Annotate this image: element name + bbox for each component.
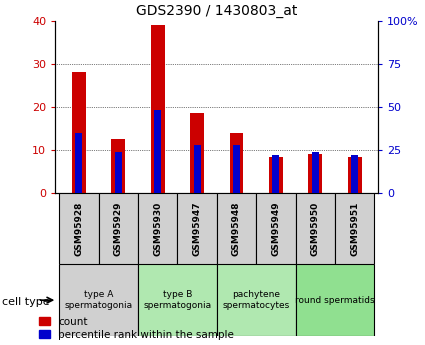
Text: GSM95947: GSM95947: [193, 201, 201, 256]
Text: type A
spermatogonia: type A spermatogonia: [65, 290, 133, 310]
Bar: [269, 157, 283, 193]
Bar: [138, 264, 217, 336]
Legend: count, percentile rank within the sample: count, percentile rank within the sample: [39, 317, 234, 340]
Bar: [75, 133, 82, 193]
Bar: [111, 139, 125, 193]
Bar: [217, 264, 295, 336]
Bar: [115, 152, 122, 193]
Text: GSM95948: GSM95948: [232, 201, 241, 256]
Bar: [72, 72, 86, 193]
Bar: [151, 25, 164, 193]
Bar: [256, 193, 295, 264]
Bar: [312, 152, 319, 193]
Text: pachytene
spermatocytes: pachytene spermatocytes: [223, 290, 290, 310]
Text: GSM95951: GSM95951: [350, 201, 359, 256]
Bar: [295, 193, 335, 264]
Text: GSM95950: GSM95950: [311, 201, 320, 256]
Bar: [59, 193, 99, 264]
Bar: [99, 193, 138, 264]
Text: type B
spermatogonia: type B spermatogonia: [143, 290, 211, 310]
Text: GSM95930: GSM95930: [153, 201, 162, 256]
Bar: [138, 193, 177, 264]
Text: round spermatids: round spermatids: [295, 296, 375, 305]
Text: GSM95949: GSM95949: [271, 201, 280, 256]
Bar: [348, 157, 362, 193]
Bar: [335, 193, 374, 264]
Bar: [59, 264, 138, 336]
Text: GSM95929: GSM95929: [114, 201, 123, 256]
Bar: [351, 155, 358, 193]
Bar: [154, 110, 161, 193]
Bar: [190, 114, 204, 193]
Title: GDS2390 / 1430803_at: GDS2390 / 1430803_at: [136, 4, 298, 18]
Bar: [230, 133, 244, 193]
Bar: [272, 155, 279, 193]
Bar: [193, 145, 201, 193]
Bar: [308, 155, 322, 193]
Text: cell type: cell type: [2, 297, 50, 307]
Bar: [177, 193, 217, 264]
Text: GSM95928: GSM95928: [74, 201, 83, 256]
Bar: [295, 264, 374, 336]
Bar: [217, 193, 256, 264]
Bar: [233, 145, 240, 193]
